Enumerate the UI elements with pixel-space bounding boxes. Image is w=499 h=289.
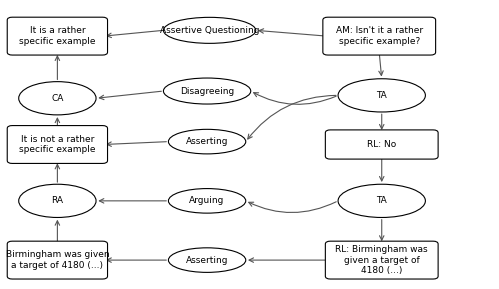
Ellipse shape (168, 248, 246, 272)
Text: Birmingham was given
a target of 4180 (...): Birmingham was given a target of 4180 (.… (5, 250, 109, 270)
Text: RA: RA (51, 196, 63, 205)
Text: Disagreeing: Disagreeing (180, 86, 234, 96)
Text: Assertive Questioning: Assertive Questioning (160, 26, 259, 35)
Text: RL: No: RL: No (367, 140, 396, 149)
Text: TA: TA (376, 196, 387, 205)
FancyBboxPatch shape (7, 125, 108, 164)
Text: CA: CA (51, 94, 63, 103)
Text: Asserting: Asserting (186, 255, 229, 265)
Ellipse shape (163, 17, 255, 43)
Ellipse shape (168, 188, 246, 213)
Text: It is not a rather
specific example: It is not a rather specific example (19, 135, 96, 154)
Text: AM: Isn't it a rather
specific example?: AM: Isn't it a rather specific example? (336, 26, 423, 46)
Ellipse shape (19, 81, 96, 115)
Text: It is a rather
specific example: It is a rather specific example (19, 26, 96, 46)
FancyBboxPatch shape (325, 241, 438, 279)
FancyBboxPatch shape (323, 17, 436, 55)
Text: Asserting: Asserting (186, 137, 229, 146)
Ellipse shape (168, 129, 246, 154)
Ellipse shape (338, 79, 425, 112)
Text: TA: TA (376, 91, 387, 100)
FancyBboxPatch shape (325, 130, 438, 159)
Ellipse shape (338, 184, 425, 217)
Text: RL: Birmingham was
given a target of
4180 (...): RL: Birmingham was given a target of 418… (335, 245, 428, 275)
FancyBboxPatch shape (7, 241, 108, 279)
Ellipse shape (163, 78, 250, 104)
FancyBboxPatch shape (7, 17, 108, 55)
Text: Arguing: Arguing (190, 196, 225, 205)
Ellipse shape (19, 184, 96, 217)
